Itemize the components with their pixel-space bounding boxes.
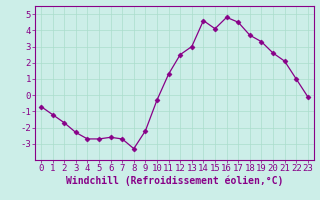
X-axis label: Windchill (Refroidissement éolien,°C): Windchill (Refroidissement éolien,°C) [66, 176, 283, 186]
